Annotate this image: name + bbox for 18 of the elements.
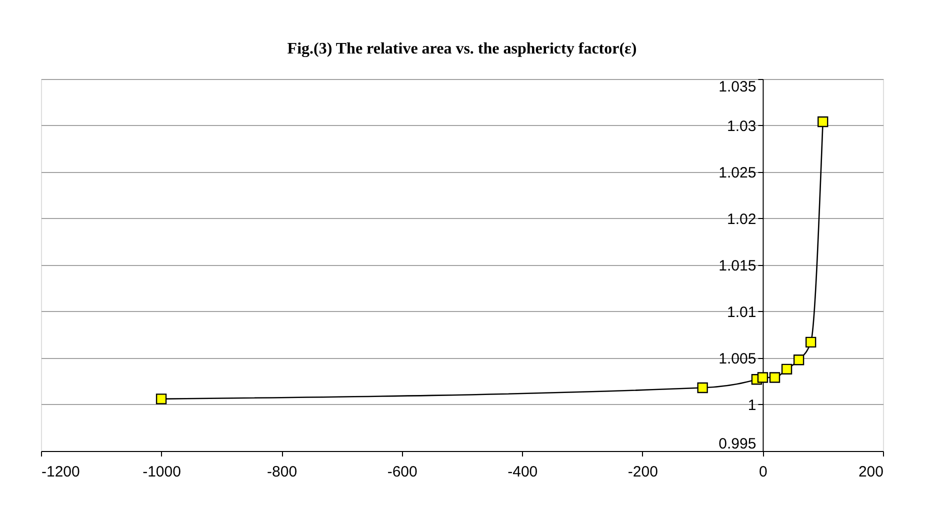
y-tick-label: 1.015 [718, 258, 756, 274]
y-tick-label: 1.035 [718, 78, 756, 96]
x-tick-label: -400 [508, 464, 538, 480]
y-tick-label: 1.02 [727, 211, 756, 228]
x-tick-label: 0 [759, 464, 768, 480]
y-tick-label: 1.025 [718, 164, 756, 182]
x-tick-label: -600 [387, 464, 418, 480]
chart-title: Fig.(3) The relative area vs. the asphericty factor(ε) [287, 40, 637, 58]
x-tick-label: -1000 [142, 464, 181, 480]
y-tick-label: 1 [748, 397, 756, 414]
x-tick-label: -200 [628, 464, 658, 480]
y-tick-label: 1.005 [718, 350, 756, 368]
x-tick-label: -1200 [42, 464, 80, 480]
y-tick-label: 1.01 [727, 304, 756, 321]
x-tick-label: 200 [858, 464, 884, 480]
y-tick-label: 1.03 [727, 118, 756, 135]
y-tick-label: 0.995 [718, 436, 756, 452]
x-tick-label: -800 [267, 464, 298, 480]
